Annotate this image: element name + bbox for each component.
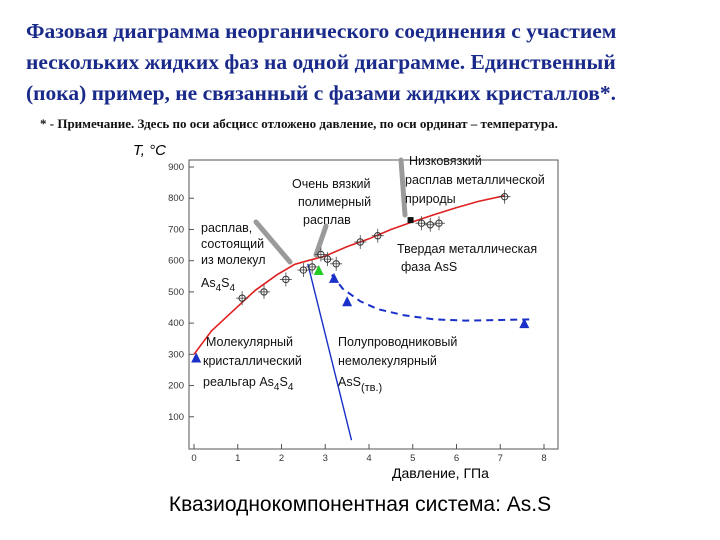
y-tick-label: 200 [168, 381, 184, 392]
y-tick-label: 600 [168, 256, 184, 267]
annotations: расплав, состоящий из молекул As4S4 Очен… [201, 154, 545, 394]
ann-solid-metallic-2: фаза AsS [401, 260, 457, 274]
ann-crystal-sub4b: 4 [288, 382, 294, 393]
footnote: * - Примечание. Здесь по оси абсцисс отл… [40, 116, 558, 131]
x-tick-label: 2 [279, 453, 284, 464]
ann-melt-molecular-3: из молекул [201, 253, 266, 267]
y-tick-label: 300 [168, 349, 184, 360]
ann-melt-sub4b: 4 [230, 283, 236, 294]
ann-melt-molecular-4: As4S4 [201, 276, 236, 294]
axis-ticks: 0 1 2 3 4 5 6 7 8 100 200 300 400 500 600 700 800 900 [168, 162, 547, 464]
ann-crystal-2: кристаллический [203, 354, 302, 368]
data-point [435, 219, 443, 227]
ann-semi-tv: (тв.) [361, 382, 382, 394]
y-tick-label: 100 [168, 412, 184, 423]
ann-crystal-sub4a: 4 [274, 382, 280, 393]
blue-triangle-point [191, 352, 202, 363]
ann-viscous-3: расплав [303, 213, 351, 227]
ann-metallic-3: природы [405, 192, 456, 206]
pointer-metallic-melt [398, 157, 408, 218]
ann-semi-1: Полупроводниковый [338, 335, 457, 349]
ann-crystal-realgar: реальгар As [203, 375, 274, 389]
pointer-melt-molecular [253, 219, 293, 265]
liquid-boundary-line [331, 274, 531, 322]
x-axis-label: Давление, ГПа [392, 465, 489, 481]
ann-semi-2: немолекулярный [338, 354, 437, 368]
title-line-3: (пока) пример, не связанный с фазами жид… [26, 81, 617, 105]
ann-metallic-2: расплав металлической [405, 173, 545, 187]
x-tick-label: 8 [541, 453, 546, 464]
plot-marks [191, 189, 531, 441]
data-point [356, 238, 364, 246]
ann-viscous-2: полимерный [298, 195, 371, 209]
data-point [426, 221, 434, 229]
x-tick-label: 4 [366, 453, 371, 464]
data-point [417, 219, 426, 227]
blue-triangle-point [519, 318, 530, 329]
annotation-pointers [253, 157, 408, 265]
data-point [317, 250, 325, 259]
plot-frame [188, 159, 559, 450]
ann-metallic-1: Низковязкий [409, 154, 482, 168]
black-square-point [407, 217, 414, 224]
data-point [282, 275, 290, 284]
ann-melt-molecular-1: расплав, [201, 221, 252, 235]
x-tick-label: 0 [191, 453, 196, 464]
ann-crystal-s: S [279, 375, 287, 389]
ann-crystal-1: Молекулярный [206, 335, 293, 349]
data-point [323, 255, 332, 263]
blue-triangle-point [329, 272, 339, 283]
slide-title: Фазовая диаграмма неорганического соедин… [26, 16, 706, 109]
data-point [308, 263, 316, 271]
title-line-1: Фазовая диаграмма неорганического соедин… [26, 19, 617, 43]
ann-crystal-3: реальгар As4S4 [203, 375, 294, 393]
y-tick-label: 400 [168, 318, 184, 329]
y-tick-label: 700 [168, 224, 184, 235]
x-tick-label: 6 [454, 453, 459, 464]
green-triangle-point [313, 265, 324, 276]
y-axis-label: T, °C [133, 142, 166, 159]
data-point [500, 192, 509, 201]
title-line-2: нескольких жидких фаз на одной диаграмме… [26, 50, 616, 74]
y-tick-label: 800 [168, 193, 184, 204]
data-point [374, 232, 382, 240]
x-tick-label: 3 [323, 453, 328, 464]
data-point [299, 266, 308, 274]
x-tick-label: 1 [235, 453, 240, 464]
ann-melt-sub4a: 4 [216, 283, 222, 294]
ann-solid-metallic-1: Твердая металлическая [397, 242, 537, 256]
ann-semi-3: AsS(тв.) [338, 375, 382, 394]
solid-boundary-line [307, 263, 353, 441]
ann-semi-ass: AsS [338, 375, 361, 389]
x-tick-label: 5 [410, 453, 415, 464]
pointer-viscous-polymer [313, 223, 329, 258]
y-tick-label: 500 [168, 287, 184, 298]
y-tick-label: 900 [168, 162, 184, 173]
data-point [332, 260, 340, 268]
ann-melt-as: As [201, 276, 216, 290]
data-point [238, 294, 246, 302]
ann-viscous-1: Очень вязкий [292, 177, 371, 191]
ann-melt-s: S [221, 276, 229, 290]
x-tick-label: 7 [498, 453, 503, 464]
data-point [260, 288, 268, 296]
blue-triangle-point [342, 296, 353, 307]
slide-caption: Квазиоднокомпонентная система: As.S [168, 493, 552, 516]
ann-melt-molecular-2: состоящий [201, 237, 264, 251]
